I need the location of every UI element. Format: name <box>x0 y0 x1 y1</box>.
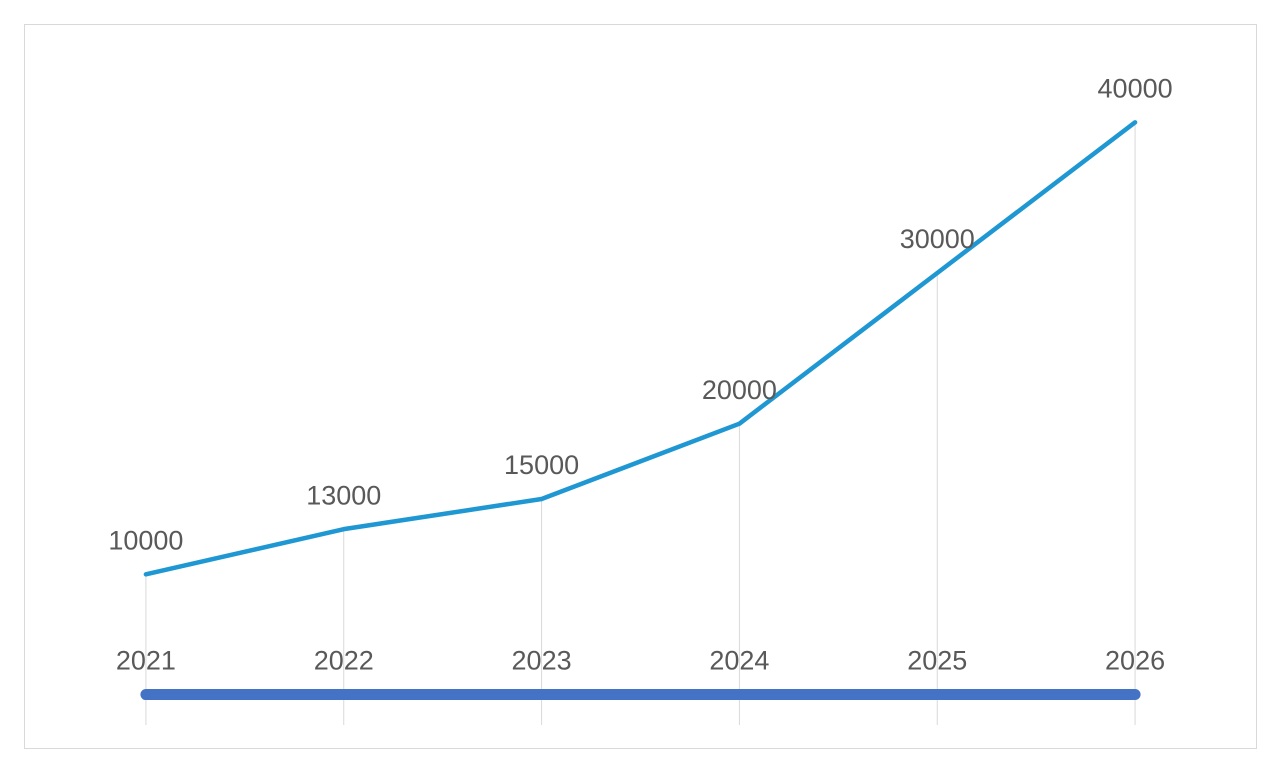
data-label: 30000 <box>900 224 975 254</box>
data-label: 2023 <box>512 646 572 676</box>
series-line <box>143 120 1138 577</box>
data-label: 13000 <box>306 480 381 510</box>
data-label: 40000 <box>1098 73 1173 103</box>
data-label: 10000 <box>108 525 183 555</box>
data-label: 2025 <box>907 646 967 676</box>
data-label: 20000 <box>702 375 777 405</box>
data-label: 2022 <box>314 646 374 676</box>
data-label: 2021 <box>116 646 176 676</box>
data-label: 2026 <box>1105 646 1165 676</box>
chart-border <box>24 24 1257 749</box>
data-label: 2024 <box>709 646 769 676</box>
data-label: 15000 <box>504 450 579 480</box>
